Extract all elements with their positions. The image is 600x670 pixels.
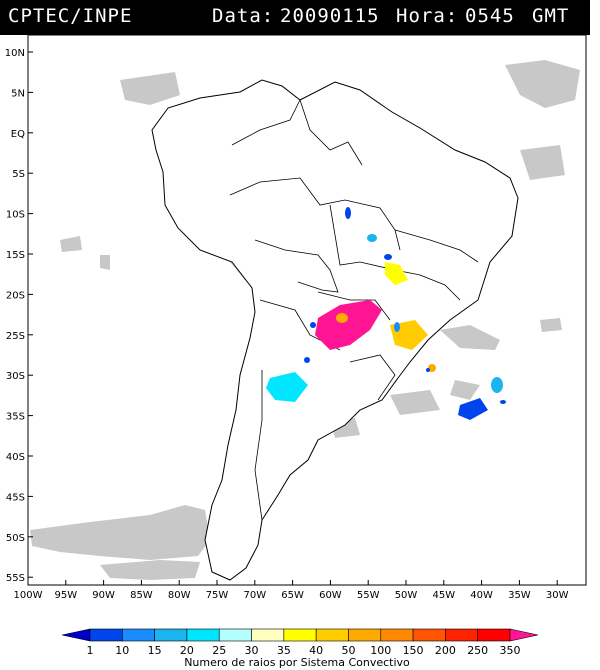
colorbar: 1 10 15 20 25 30 35 40 50 100 150 200 250 350 [61, 628, 539, 657]
colorbar-segment [380, 628, 414, 642]
timezone-label: GMT [532, 5, 570, 27]
country-borders [229, 99, 479, 521]
colorbar-segment [348, 628, 382, 642]
lightning-map: 10N5NEQ5S10S15S20S25S30S35S40S45S50S55S … [5, 35, 587, 669]
lat-label-10S: 10S [6, 210, 25, 221]
system-blue-5 [304, 357, 310, 363]
system-blue-2 [384, 254, 392, 260]
lat-label-30S: 30S [6, 371, 25, 382]
colorbar-arrow-left [61, 628, 91, 642]
colorbar-tick-50: 50 [341, 644, 355, 657]
lon-label-40W: 40W [470, 590, 493, 601]
system-blue-1 [345, 207, 351, 219]
lon-label-85W: 85W [130, 590, 153, 601]
colorbar-segment [122, 628, 155, 642]
lat-label-5N: 5N [11, 88, 25, 99]
system-blue-atlantic [458, 398, 488, 420]
lat-label-15S: 15S [6, 250, 25, 261]
convective-systems [266, 207, 506, 420]
colorbar-tick-250: 250 [467, 644, 488, 657]
system-blue-4 [310, 322, 316, 328]
lat-label-EQ: EQ [11, 129, 25, 140]
colorbar-tick-350: 350 [500, 644, 521, 657]
system-cyan-small [367, 234, 377, 242]
system-blue-7 [500, 400, 506, 404]
colorbar-tick-1: 1 [87, 644, 94, 657]
colorbar-tick-200: 200 [435, 644, 456, 657]
colorbar-tick-10: 10 [115, 644, 129, 657]
colorbar-tick-20: 20 [180, 644, 194, 657]
colorbar-segment [154, 628, 188, 642]
system-blue-6 [426, 368, 430, 372]
colorbar-segment [315, 628, 349, 642]
colorbar-segment [445, 628, 478, 642]
system-cyan-large [266, 372, 308, 402]
system-yellow [385, 262, 408, 285]
colorbar-segment [89, 628, 123, 642]
colorbar-title: Numero de raios por Sistema Convectivo [184, 656, 410, 669]
lat-label-10N: 10N [5, 48, 25, 59]
lon-label-70W: 70W [243, 590, 266, 601]
hour-label: Hora: [396, 5, 459, 27]
date-value: 20090115 [280, 5, 380, 27]
lat-label-50S: 50S [6, 533, 25, 544]
source-label: CPTEC/INPE [8, 5, 133, 27]
colorbar-segment [283, 628, 317, 642]
map-header-bar: CPTEC/INPE Data: 20090115 Hora: 0545 GMT [0, 0, 590, 35]
colorbar-tick-40: 40 [309, 644, 323, 657]
lon-label-30W: 30W [546, 590, 569, 601]
lon-label-35W: 35W [508, 590, 531, 601]
colorbar-tick-15: 15 [148, 644, 162, 657]
lon-label-60W: 60W [319, 590, 342, 601]
date-label: Data: [212, 5, 275, 27]
colorbar-tick-100: 100 [370, 644, 391, 657]
system-magenta [315, 300, 382, 350]
hour-value: 0545 [465, 5, 515, 27]
colorbar-tick-35: 35 [277, 644, 291, 657]
lat-label-20S: 20S [6, 290, 25, 301]
colorbar-segment [412, 628, 446, 642]
system-blue-3 [394, 322, 400, 332]
lat-label-40S: 40S [6, 452, 25, 463]
system-orange-2 [336, 313, 348, 323]
lat-label-45S: 45S [6, 492, 25, 503]
lon-label-65W: 65W [281, 590, 304, 601]
lat-label-55S: 55S [6, 573, 25, 584]
lon-label-50W: 50W [395, 590, 418, 601]
lat-label-5S: 5S [12, 169, 25, 180]
lon-label-75W: 75W [206, 590, 229, 601]
lon-label-80W: 80W [168, 590, 191, 601]
lon-label-45W: 45W [432, 590, 455, 601]
latitude-labels: 10N 5N EQ 5S 10S 15S 20S 25S 30S 35S 40S 45S 50S 55S [5, 48, 33, 584]
colorbar-tick-150: 150 [403, 644, 424, 657]
longitude-labels: 100W 95W 90W 85W 80W 75W 70W 65W 60W 55W 50W 45W 40W… [14, 580, 569, 601]
colorbar-tick-25: 25 [212, 644, 226, 657]
colorbar-tick-30: 30 [245, 644, 259, 657]
lat-label-25S: 25S [6, 331, 25, 342]
system-cyan-atlantic [491, 377, 503, 393]
lon-label-95W: 95W [54, 590, 77, 601]
lat-label-35S: 35S [6, 412, 25, 423]
colorbar-segment [477, 628, 511, 642]
lon-label-90W: 90W [92, 590, 115, 601]
colorbar-arrow-right [509, 628, 539, 642]
colorbar-segment [186, 628, 220, 642]
lon-label-100W: 100W [14, 590, 43, 601]
colorbar-segment [218, 628, 252, 642]
lon-label-55W: 55W [357, 590, 380, 601]
colorbar-segment [251, 628, 285, 642]
